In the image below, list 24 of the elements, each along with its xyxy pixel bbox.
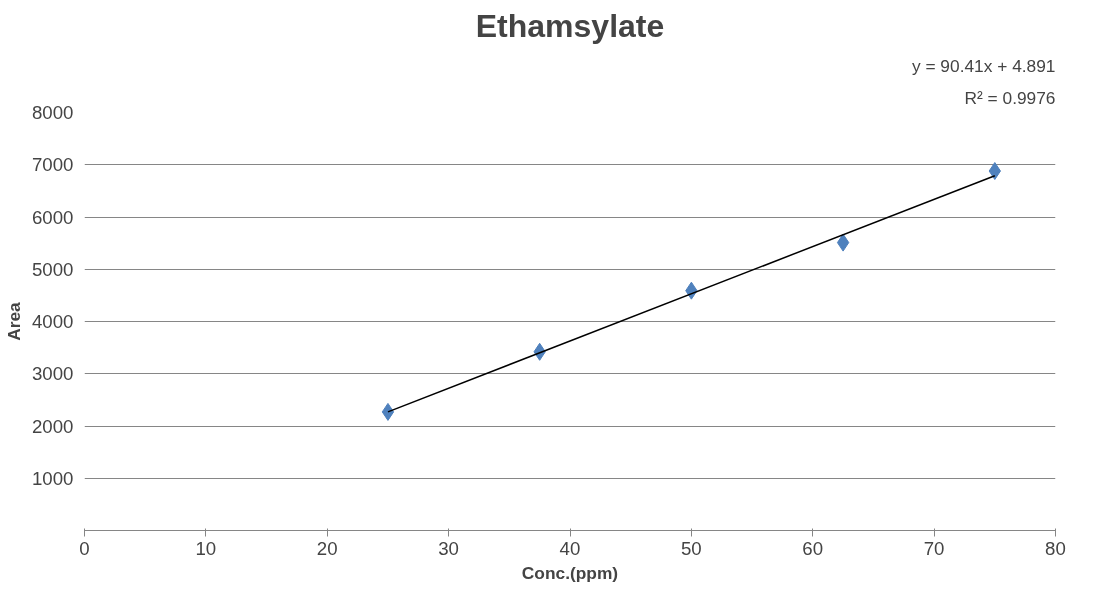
- x-axis-title: Conc.(ppm): [521, 562, 619, 583]
- point: [381, 402, 395, 421]
- text: y = 90.41x + 4.891: [911, 55, 1056, 76]
- x-tick-label: 30: [438, 537, 460, 559]
- y-tick-label: 5000: [32, 258, 74, 280]
- x-tick-label: 70: [923, 537, 945, 559]
- x-tick-label: 40: [559, 537, 581, 559]
- y-tick-label: 2000: [32, 415, 74, 437]
- x-tick-label: 50: [681, 537, 702, 559]
- point: [836, 233, 850, 252]
- text: R² = 0.9976: [964, 87, 1056, 108]
- y-tick-label: 8000: [32, 102, 74, 123]
- y-tick-label: 6000: [32, 206, 74, 228]
- x-tick-label: 60: [802, 537, 824, 559]
- x-tick-label: 80: [1045, 537, 1066, 559]
- x-tick-label: 20: [316, 537, 338, 559]
- y-tick-label: 7000: [32, 154, 74, 176]
- x-tick-label: 0: [79, 537, 90, 559]
- y-tick-label: 1000: [32, 467, 74, 489]
- x-tick-label: 10: [195, 537, 217, 559]
- y-tick-label: 3000: [32, 363, 74, 385]
- chart-title: Ethamsylate: [475, 7, 665, 44]
- y-tick-label: 4000: [32, 311, 74, 332]
- y-axis-title: Area: [4, 301, 24, 341]
